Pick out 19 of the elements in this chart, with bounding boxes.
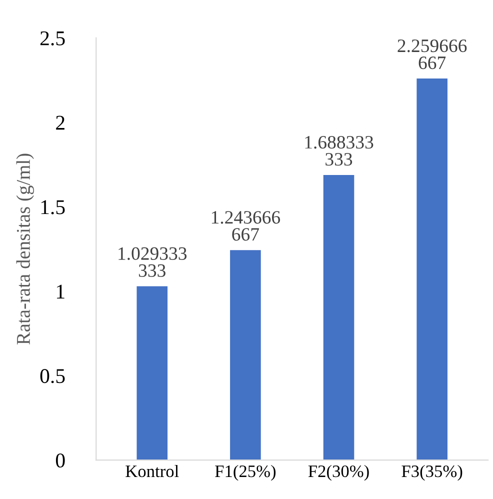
y-tick-label: 1 (56, 284, 64, 298)
data-label: 1.029333 333 (118, 247, 187, 277)
x-tick-label: F2(30%) (308, 464, 369, 481)
y-tick-label: 2.5 (40, 31, 65, 46)
data-label: 1.243666 667 (212, 211, 280, 241)
x-tick-label: F3(35%) (402, 464, 462, 481)
bar (136, 286, 168, 460)
y-tick-label: 1.5 (41, 200, 65, 214)
x-tick-label: Kontrol (126, 464, 179, 478)
y-tick-label: 0 (56, 453, 65, 468)
y-tick-label: 2 (56, 116, 64, 130)
bar (416, 78, 448, 460)
data-label: 1.688333 333 (305, 136, 374, 166)
bar (323, 174, 354, 460)
data-label: 2.259666 667 (398, 40, 467, 70)
y-axis-title: Rata-rata densitas (g/ml) (16, 154, 34, 345)
y-tick-label: 0.5 (40, 369, 65, 384)
bar (230, 250, 261, 460)
x-tick-label: F1(25%) (215, 464, 276, 481)
